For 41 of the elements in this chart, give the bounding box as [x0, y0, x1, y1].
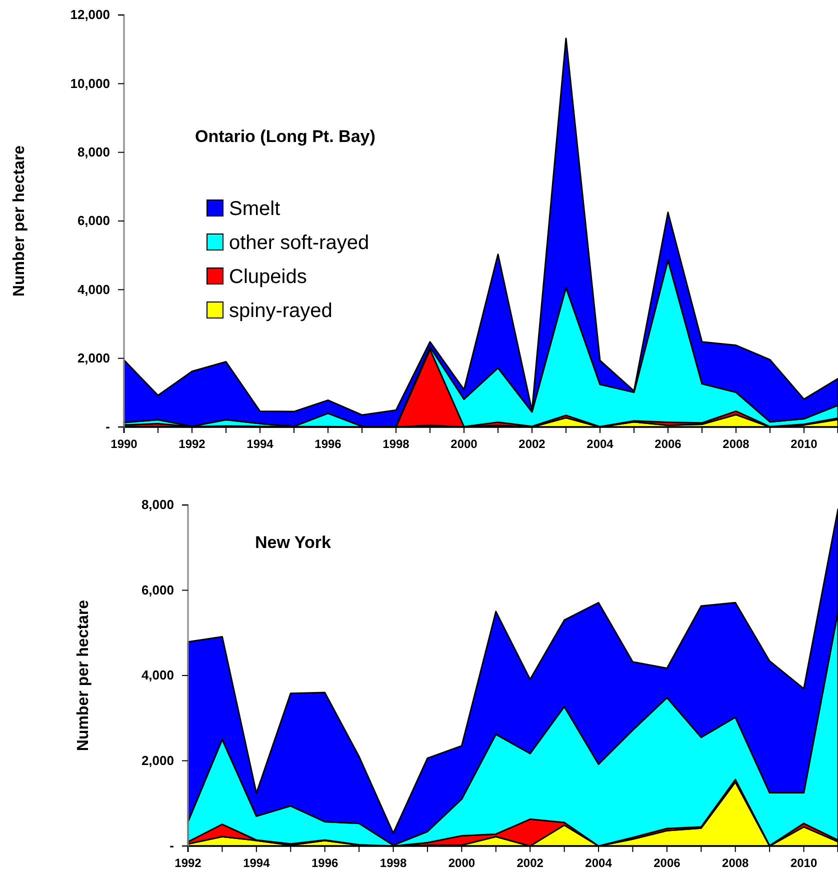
text: Ontario (Long Pt. Bay) — [195, 127, 376, 146]
y-tick-label: 8,000 — [141, 497, 174, 512]
text: New York — [255, 533, 332, 552]
x-tick-label: 2002 — [516, 856, 544, 870]
legend-label: Smelt — [229, 198, 281, 220]
x-tick-label: 2010 — [790, 437, 818, 451]
y-tick-label: 2,000 — [77, 350, 110, 366]
y-tick-label: 12,000 — [70, 7, 110, 22]
x-tick-label: 2004 — [586, 437, 614, 451]
x-tick-label: 1992 — [174, 856, 202, 870]
x-tick-label: 2006 — [654, 437, 682, 451]
x-tick-label: 1994 — [246, 437, 274, 451]
legend-label: Clupeids — [229, 266, 307, 288]
legend-label: other soft-rayed — [229, 232, 370, 254]
x-tick-label: 2010 — [790, 856, 818, 870]
legend-label: spiny-rayed — [229, 300, 332, 322]
y-tick-label: 10,000 — [70, 76, 110, 91]
x-tick-label: 1996 — [314, 437, 342, 451]
y-axis-title: Number per hectare — [11, 145, 28, 297]
x-tick-label: 2002 — [518, 437, 546, 451]
x-tick-label: 2000 — [448, 856, 476, 870]
x-tick-label: 2004 — [585, 856, 612, 870]
x-tick-label: 1994 — [243, 856, 270, 870]
y-tick-label: - — [170, 838, 174, 854]
x-tick-label: 2008 — [722, 856, 750, 870]
x-tick-label: 1996 — [311, 856, 339, 870]
y-tick-label: 8,000 — [77, 144, 110, 160]
y-tick-label: 6,000 — [77, 213, 110, 228]
x-tick-label: 2006 — [654, 856, 681, 870]
x-tick-label: 2008 — [722, 437, 750, 451]
y-tick-label: 2,000 — [141, 752, 174, 768]
x-tick-label: 2000 — [450, 437, 478, 451]
y-tick-label: - — [106, 419, 110, 434]
x-tick-label: 1998 — [382, 437, 410, 451]
y-tick-label: 4,000 — [77, 282, 110, 297]
y-axis-title: Number per hectare — [75, 600, 92, 752]
y-tick-label: 4,000 — [141, 668, 174, 683]
x-tick-label: 1992 — [178, 437, 206, 451]
y-tick-label: 6,000 — [141, 582, 174, 598]
x-tick-label: 1998 — [380, 856, 407, 870]
x-tick-label: 1990 — [110, 437, 138, 451]
